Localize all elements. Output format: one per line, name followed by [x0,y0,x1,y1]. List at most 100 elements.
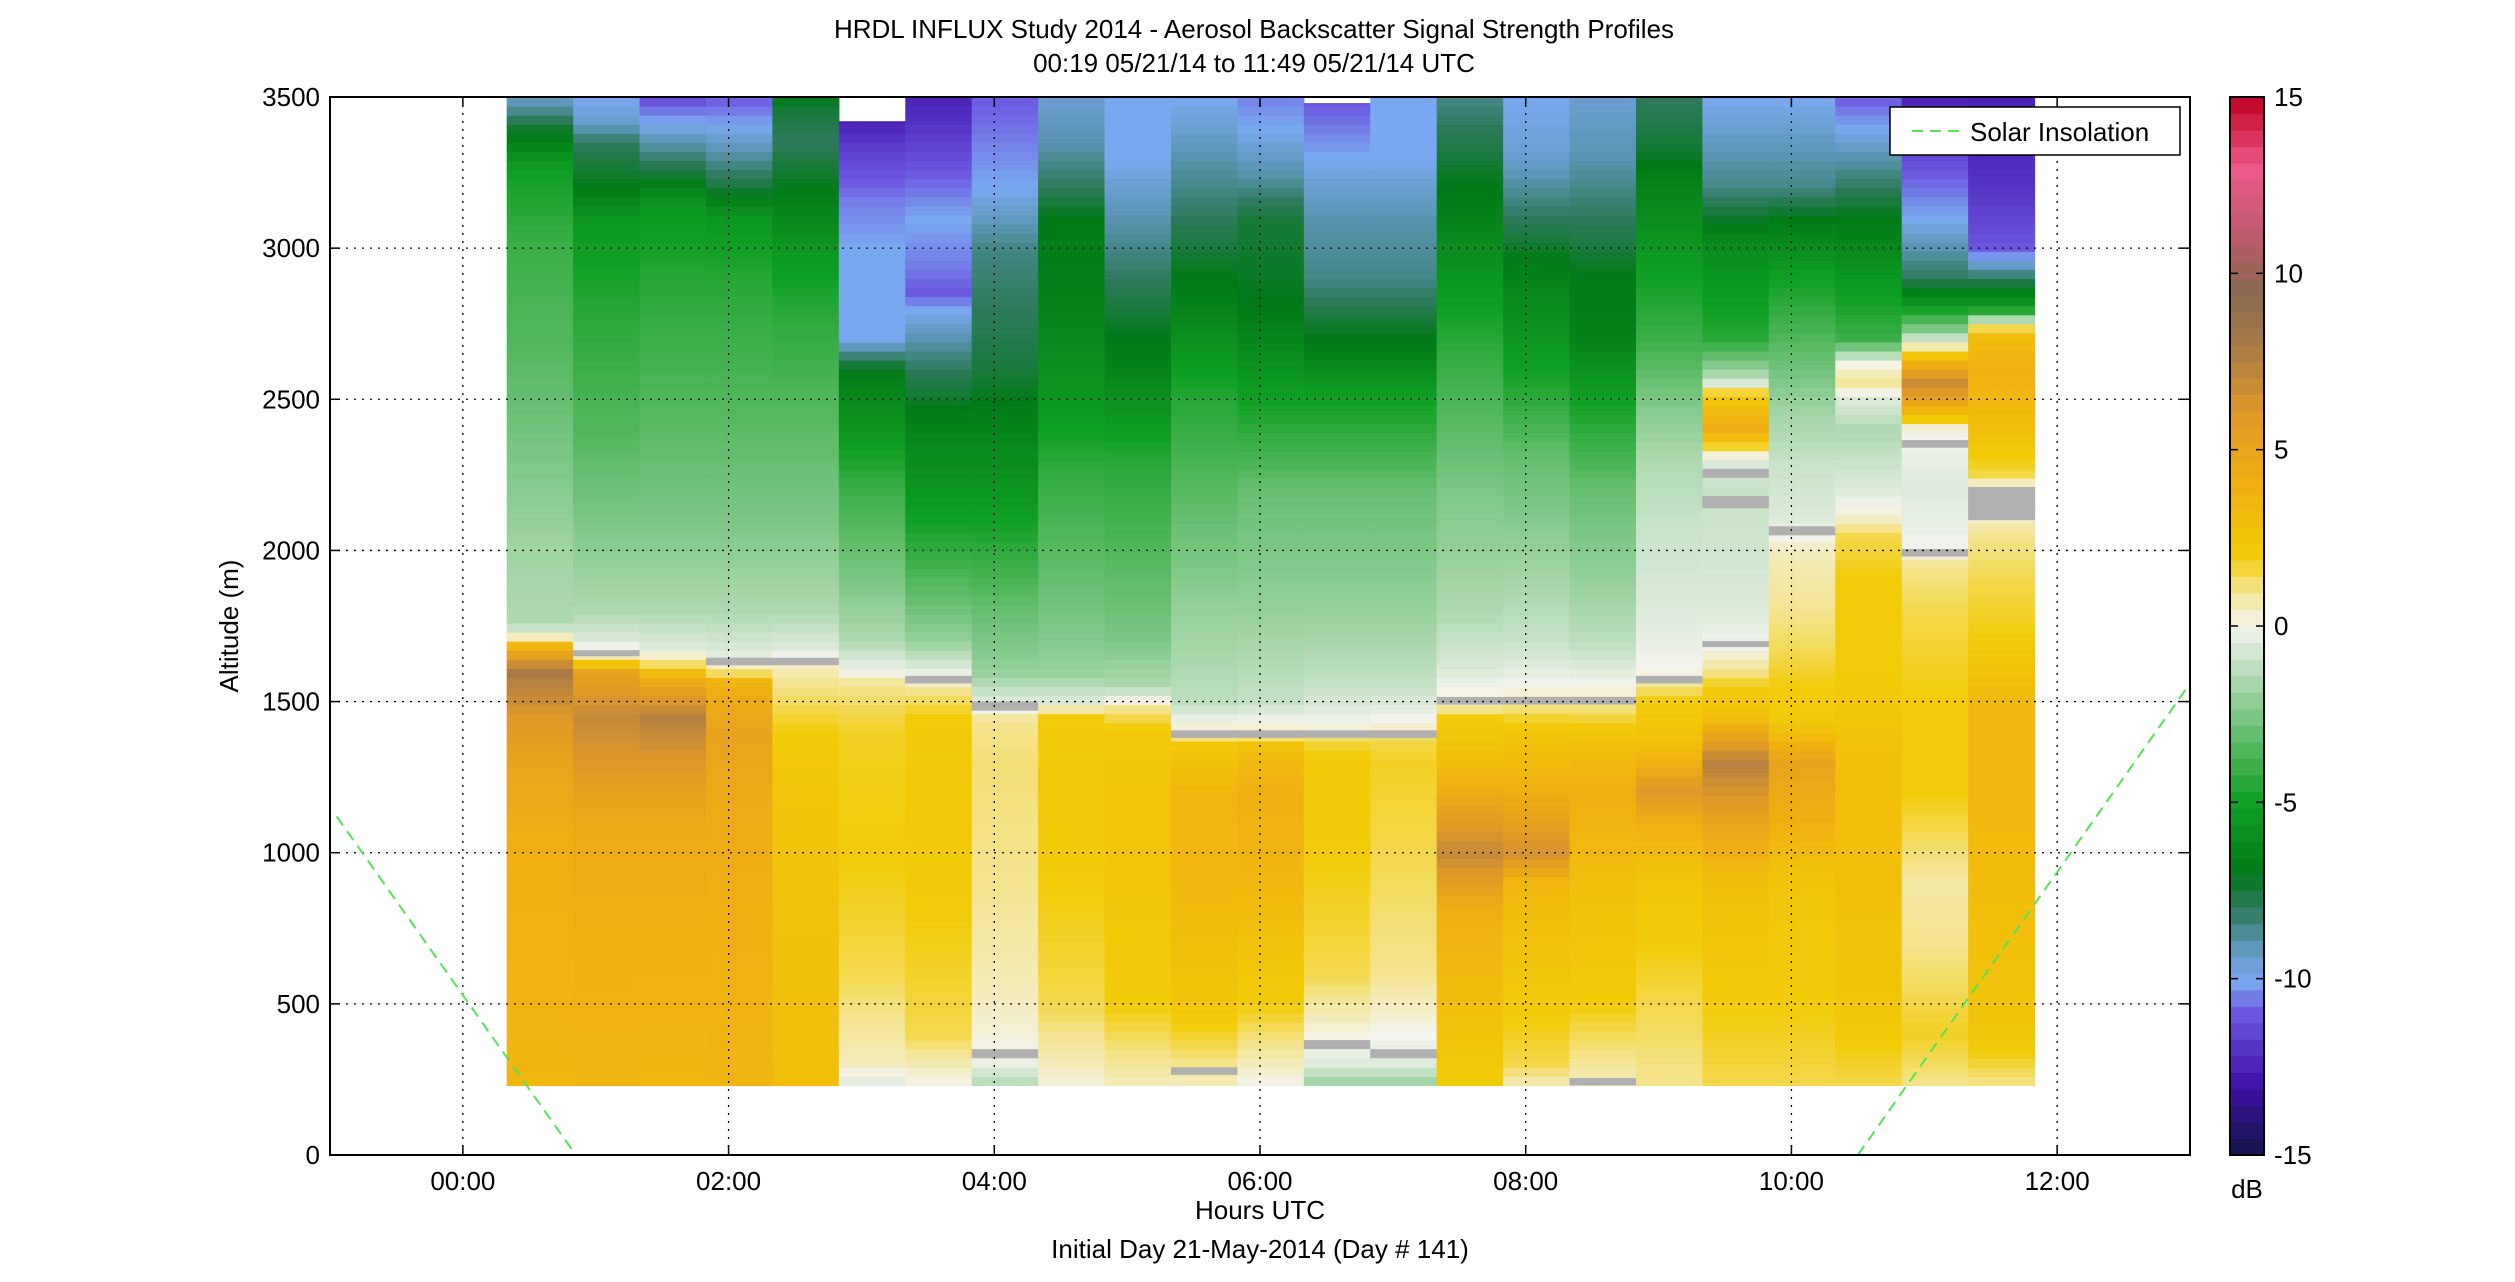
heatmap-cell [1237,532,1305,542]
heatmap-cell [639,396,707,406]
heatmap-cell [573,740,641,751]
heatmap-cell [1170,414,1239,425]
heatmap-cell [1702,613,1770,624]
heatmap-cell [506,414,574,425]
heatmap-cell [838,323,906,334]
heatmap-cell [705,849,774,860]
heatmap-cell [1237,169,1305,180]
heatmap-cell [905,577,973,588]
heatmap-cell [1702,1049,1770,1059]
heatmap-cell [1635,251,1704,261]
heatmap-cell [1170,1058,1239,1068]
heatmap-cell [1370,341,1438,352]
heatmap-cell [1901,414,1969,425]
heatmap-cell [1702,659,1770,669]
heatmap-cell [905,786,973,796]
heatmap-cell [1038,350,1106,361]
heatmap-cell [1237,251,1305,261]
heatmap-cell [1038,1031,1106,1041]
heatmap-cell [1635,532,1704,542]
heatmap-cell [1436,214,1504,225]
heatmap-cell [1038,731,1106,742]
heatmap-cell [1170,759,1239,769]
heatmap-cell [1104,940,1172,951]
heatmap-cell [838,759,906,769]
heatmap-cell [1104,350,1172,361]
heatmap-cell [1901,994,1969,1005]
heatmap-cell [971,1040,1039,1050]
heatmap-cell [573,160,641,171]
heatmap-cell [1635,559,1704,570]
heatmap-cell [971,151,1039,162]
heatmap-cell [1303,586,1371,597]
heatmap-cell [1237,287,1305,298]
heatmap-cell [772,223,840,234]
heatmap-cell [1702,251,1770,261]
heatmap-cell [838,876,906,887]
heatmap-cell [1503,1040,1571,1050]
heatmap-cell [1968,1021,2036,1032]
heatmap-cell [1436,677,1504,688]
heatmap-cell [838,777,906,787]
heatmap-cell [1635,985,1704,996]
heatmap-cell [1768,722,1836,733]
heatmap-cell [1038,514,1106,524]
heatmap-cell [1635,731,1704,742]
heatmap-cell [1635,550,1704,561]
heatmap-cell [1835,740,1903,751]
heatmap-cell [772,423,840,434]
x-tick-label: 08:00 [1493,1166,1558,1196]
heatmap-cell [905,532,973,542]
missing-data-band [1901,548,1969,557]
heatmap-cell [1436,749,1504,760]
heatmap-cell [1170,269,1239,279]
heatmap-cell [1436,559,1504,570]
heatmap-cell [1635,296,1704,307]
heatmap-cell [1436,731,1504,742]
heatmap-cell [1901,223,1969,234]
heatmap-cell [1038,441,1106,452]
colorbar-band [2230,973,2264,991]
heatmap-cell [1768,1021,1836,1032]
heatmap-cell [1038,287,1106,298]
heatmap-cell [1768,251,1836,261]
heatmap-cell [1170,133,1239,143]
heatmap-cell [838,840,906,851]
heatmap-cell [506,985,574,996]
heatmap-cell [1170,323,1239,334]
heatmap-cell [1370,223,1438,234]
heatmap-cell [971,777,1039,787]
heatmap-cell [1237,650,1305,660]
heatmap-cell [1503,369,1571,379]
colorbar-band [2230,1138,2264,1156]
heatmap-cell [639,804,707,815]
heatmap-cell [971,731,1039,742]
heatmap-cell [1968,777,2036,787]
heatmap-cell [506,423,574,434]
heatmap-cell [1569,332,1637,343]
heatmap-cell [639,559,707,570]
missing-data-band [705,657,774,666]
heatmap-cell [1370,985,1438,996]
heatmap-cell [1038,949,1106,960]
heatmap-cell [772,622,840,633]
heatmap-cell [838,650,906,660]
heatmap-cell [772,505,840,515]
heatmap-cell [1503,641,1571,651]
heatmap-cell [1237,713,1305,724]
heatmap-cell [905,196,973,207]
heatmap-cell [1370,849,1438,860]
heatmap-cell [971,622,1039,633]
heatmap-cell [1702,541,1770,552]
heatmap-cell [1901,1003,1969,1014]
heatmap-cell [1038,777,1106,787]
heatmap-cell [1104,251,1172,261]
heatmap-cell [1968,686,2036,697]
heatmap-cell [1835,704,1903,715]
y-tick-label: 500 [277,989,320,1019]
heatmap-cell [971,904,1039,914]
profile-column-6 [838,121,906,1087]
heatmap-cell [1702,985,1770,996]
heatmap-cell [1901,632,1969,642]
